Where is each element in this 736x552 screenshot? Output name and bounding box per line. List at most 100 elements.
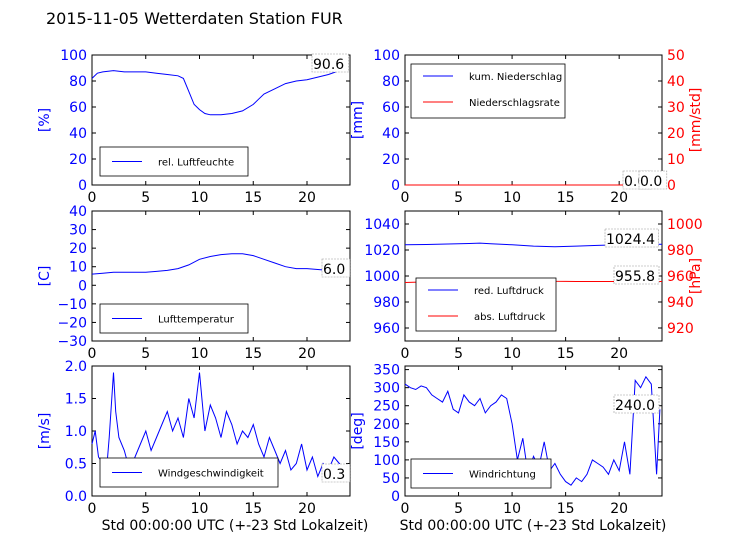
y-tick-label: −20 <box>57 315 87 331</box>
legend-label: rel. Luftfeuchte <box>158 158 234 169</box>
x-axis-label-left: Std 00:00:00 UTC (+-23 Std Lokalzeit) <box>102 518 369 534</box>
series-line-1 <box>404 375 661 486</box>
y-tick-label: 1000 <box>364 269 400 285</box>
x-tick-label: 5 <box>454 346 463 362</box>
y-tick-label-right: 980 <box>667 243 694 259</box>
x-tick-label: 20 <box>610 501 628 517</box>
plot-frame <box>91 210 351 342</box>
panel-pressure: 0 5 10 15 20 960 980 1000 1020 1040 920 940 960 980 10… <box>364 210 704 362</box>
y-tick-label-right: 20 <box>667 126 685 142</box>
x-tick-label: 5 <box>141 346 150 362</box>
y-tick-label: 1.5 <box>65 392 87 408</box>
y-tick-label: −30 <box>57 334 87 350</box>
x-tick-label: 20 <box>610 190 628 206</box>
y-tick-label: 0 <box>391 178 400 194</box>
x-tick-label: 5 <box>454 501 463 517</box>
y-tick-label-right: 0 <box>667 178 676 194</box>
value-label-box <box>321 258 351 278</box>
x-tick-label: 15 <box>244 501 262 517</box>
y-tick-label: 1040 <box>364 217 400 233</box>
series-line-1 <box>91 372 349 479</box>
y-tick-label: 1.0 <box>65 424 87 440</box>
legend-box <box>99 303 249 334</box>
last-value-label: 6.0 <box>323 262 345 278</box>
legend-label: red. Luftdruck <box>474 286 544 297</box>
last-value-label: 0.3 <box>323 467 345 483</box>
x-tick-label: 10 <box>503 190 521 206</box>
y-axis-label-right: [hPa] <box>688 258 704 294</box>
y-tick-label-right: 30 <box>667 100 685 116</box>
y-tick-label: 40 <box>69 126 87 142</box>
y-tick-label: 1020 <box>364 243 400 259</box>
y-axis-label-right: [mm/std] <box>688 88 704 153</box>
y-tick-label: 80 <box>69 74 87 90</box>
plot-frame <box>91 54 351 186</box>
x-tick-label: 0 <box>88 346 97 362</box>
panel-wind-direction: 0 5 10 15 20050100150200250300350[deg]Windri… <box>350 363 663 517</box>
last-value-label: 955.8 <box>615 269 655 285</box>
plot-frame <box>404 365 663 497</box>
y-tick-label: 60 <box>382 100 400 116</box>
x-tick-label: 0 <box>401 346 410 362</box>
y-tick-label: 20 <box>69 152 87 168</box>
y-tick-label: 30 <box>69 223 87 239</box>
y-tick-label: 350 <box>373 363 400 379</box>
legend-label: Windgeschwindigkeit <box>158 469 264 480</box>
x-tick-label: 5 <box>454 190 463 206</box>
y-tick-label-right: 960 <box>667 269 694 285</box>
y-tick-label: 20 <box>69 241 87 257</box>
y-tick-label-right: 920 <box>667 321 694 337</box>
legend-label: kum. Niederschlag <box>469 72 562 83</box>
x-tick-label: 20 <box>298 501 316 517</box>
y-axis-label: [C] <box>37 266 53 287</box>
y-tick-label-right: 940 <box>667 295 694 311</box>
y-tick-label: 0 <box>78 278 87 294</box>
y-tick-label: 0 <box>391 489 400 505</box>
value-label-box <box>613 265 660 285</box>
y-tick-label: 40 <box>69 204 87 220</box>
y-tick-label: 0.5 <box>65 457 87 473</box>
y-tick-label-right: 1000 <box>667 217 703 233</box>
legend-box <box>415 277 557 332</box>
y-axis-label: [%] <box>37 108 53 132</box>
value-label-box <box>321 463 351 483</box>
panel-humidity: 0 5 10 15 20 0 20 40 60 80 100 [%] rel. Luftfeuchte 9… <box>37 48 351 206</box>
last-value-label: 0.0 <box>640 174 662 190</box>
y-tick-label-right: 40 <box>667 74 685 90</box>
x-tick-label: 20 <box>298 190 316 206</box>
y-tick-label: 250 <box>373 399 400 415</box>
panel-wind-speed: 0 5 10 15 20 0.0 0.5 1.0 1.5 2.0 [m/s] Windgeschwin… <box>37 359 351 517</box>
x-tick-label: 15 <box>557 346 575 362</box>
x-tick-label: 0 <box>401 501 410 517</box>
y-tick-label: 40 <box>382 126 400 142</box>
y-tick-label: 960 <box>373 321 400 337</box>
y-axis-label: [m/s] <box>37 413 53 450</box>
y-tick-label: −10 <box>57 297 87 313</box>
legend-box <box>410 63 566 119</box>
x-tick-label: 0 <box>88 501 97 517</box>
value-label-box <box>638 170 668 190</box>
last-value-label: 240.0 <box>615 398 655 414</box>
y-tick-label: 0.0 <box>65 489 87 505</box>
x-tick-label: 0 <box>401 190 410 206</box>
x-tick-label: 15 <box>557 190 575 206</box>
x-tick-label: 15 <box>244 346 262 362</box>
x-tick-label: 20 <box>610 346 628 362</box>
x-tick-label: 15 <box>244 190 262 206</box>
chart-title: 2015-11-05 Wetterdaten Station FUR <box>46 9 343 28</box>
x-tick-label: 5 <box>141 501 150 517</box>
panel-temperature: 0 5 10 15 20 −30 −20 −10 0 10 20 30 40 [C] Lufttempera… <box>37 204 351 362</box>
last-value-label: 1024.4 <box>606 232 655 248</box>
y-tick-label: 10 <box>69 260 87 276</box>
x-tick-label: 10 <box>503 346 521 362</box>
y-tick-label: 150 <box>373 435 400 451</box>
x-tick-label: 0 <box>88 190 97 206</box>
y-tick-label: 200 <box>373 417 400 433</box>
legend-label: Lufttemperatur <box>158 315 235 326</box>
series-line-1 <box>91 66 349 116</box>
y-tick-label-right: 50 <box>667 48 685 64</box>
y-tick-label-right: 10 <box>667 152 685 168</box>
y-tick-label: 60 <box>69 100 87 116</box>
